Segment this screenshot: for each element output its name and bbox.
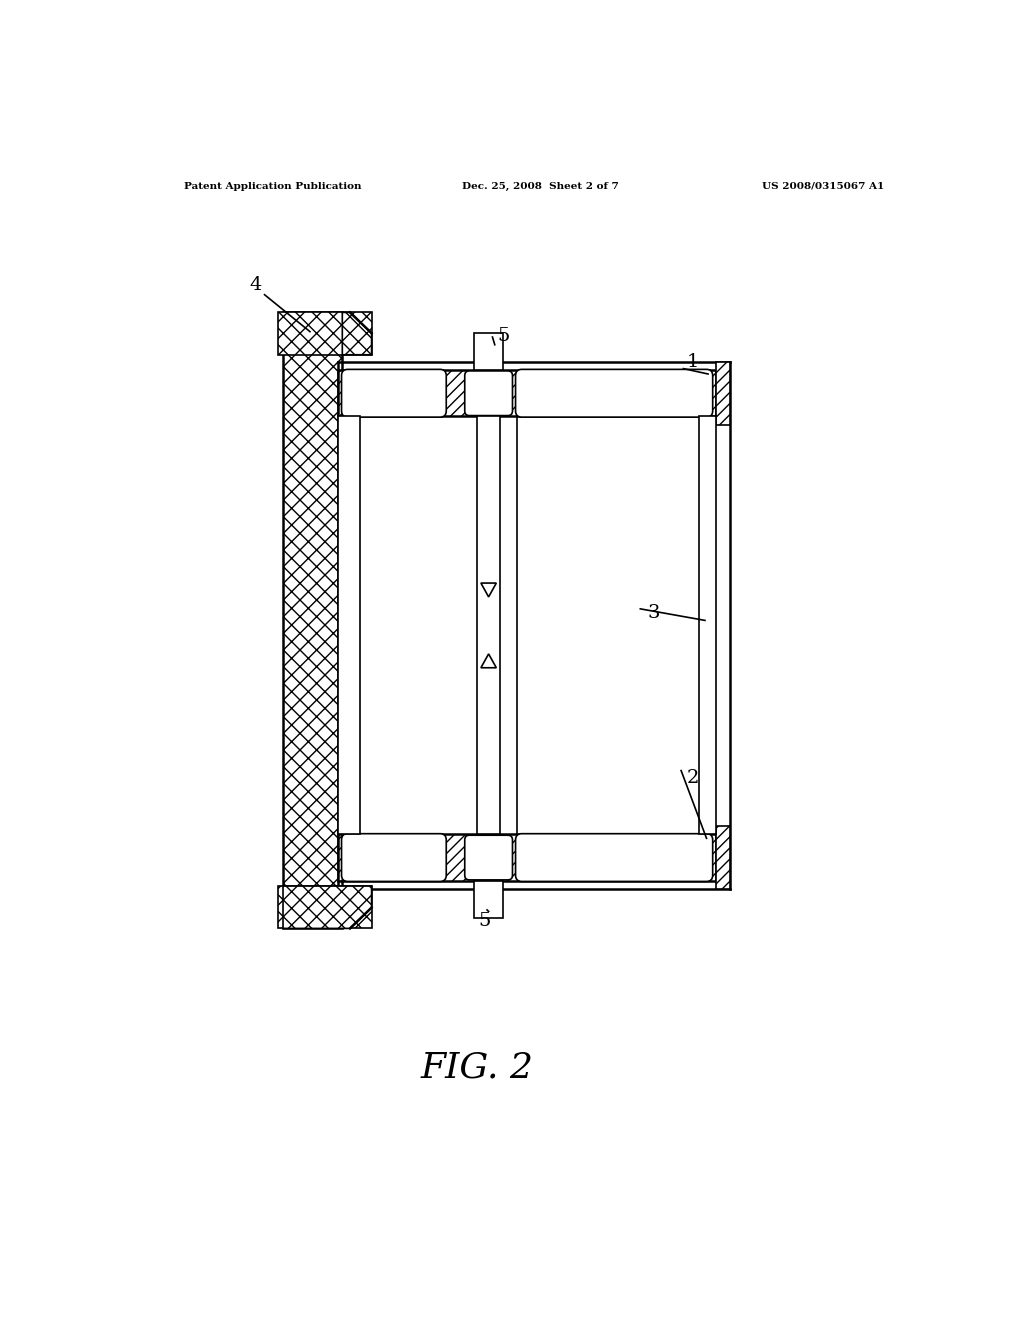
Text: FIG. 2: FIG. 2 (421, 1049, 534, 1084)
Bar (339, 834, 716, 880)
FancyBboxPatch shape (515, 370, 713, 417)
Text: 4: 4 (249, 276, 261, 294)
Bar (716, 362, 730, 425)
Bar (716, 826, 730, 890)
FancyBboxPatch shape (515, 834, 713, 882)
Text: 1: 1 (686, 354, 698, 371)
Polygon shape (481, 653, 497, 668)
Bar (698, 416, 716, 834)
Polygon shape (342, 313, 372, 355)
Text: 5: 5 (478, 912, 490, 929)
Bar (279, 886, 372, 928)
Text: 2: 2 (686, 770, 698, 787)
Polygon shape (283, 886, 372, 928)
Bar (477, 416, 500, 834)
Text: 3: 3 (648, 603, 660, 622)
Text: Patent Application Publication: Patent Application Publication (184, 182, 361, 190)
Bar (279, 313, 372, 355)
Bar (474, 333, 503, 370)
Bar (474, 880, 503, 917)
Bar (283, 313, 342, 928)
Bar (339, 416, 360, 834)
Text: Dec. 25, 2008  Sheet 2 of 7: Dec. 25, 2008 Sheet 2 of 7 (462, 182, 618, 190)
FancyBboxPatch shape (342, 370, 446, 417)
Polygon shape (481, 583, 497, 597)
Bar (339, 370, 716, 416)
FancyBboxPatch shape (465, 836, 512, 880)
FancyBboxPatch shape (342, 834, 446, 882)
Text: 5: 5 (498, 326, 510, 345)
Text: US 2008/0315067 A1: US 2008/0315067 A1 (762, 182, 884, 190)
FancyBboxPatch shape (465, 371, 512, 416)
